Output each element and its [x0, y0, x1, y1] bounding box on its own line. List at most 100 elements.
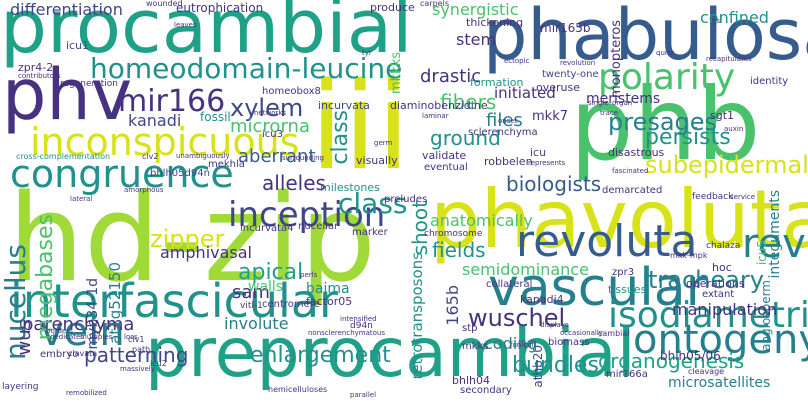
word: sam [232, 282, 270, 303]
word: homeodomain-leucine [90, 52, 403, 85]
word: eutrophication [176, 1, 264, 15]
word: carpels [420, 0, 449, 8]
word: polarity [598, 57, 736, 98]
word: wounded [146, 0, 183, 8]
word: secondary [460, 385, 512, 396]
word: drastic [420, 66, 482, 87]
word: occasionally [560, 329, 603, 337]
word: onset [498, 117, 518, 125]
word: organogenesis [598, 349, 745, 373]
word: multiples [80, 333, 113, 341]
word: inception [228, 195, 386, 235]
word: coding [484, 334, 538, 353]
word: biomass [548, 337, 590, 348]
word: microrna [230, 116, 310, 137]
word: icu5 [755, 240, 769, 266]
word: chromosome [424, 229, 483, 239]
word: germ [374, 139, 393, 147]
word: baima [306, 281, 350, 297]
word: clavata [68, 349, 98, 358]
word: tissues [608, 283, 647, 296]
word: inconspicuous [30, 120, 300, 164]
word: displays [540, 321, 569, 329]
word: bhlh05/06 [660, 349, 721, 363]
word: revolution [560, 59, 596, 67]
word: bhlh05d94n [150, 168, 210, 179]
word: ontogeny [633, 317, 808, 363]
word: trace [600, 109, 619, 117]
word: alleles [262, 171, 326, 195]
word: rev [742, 221, 806, 267]
word: hemicelluloses [268, 385, 328, 394]
word: mekhla [208, 159, 245, 170]
word: kanadi4 [520, 293, 564, 306]
word: d94n [350, 321, 373, 331]
word: amorphous [124, 186, 164, 194]
word: intensified [340, 315, 377, 323]
word: ground [430, 126, 501, 150]
word: fields [432, 238, 486, 262]
word: mir165b [540, 21, 591, 35]
word: interfascicular [10, 274, 338, 328]
word: zipper [150, 225, 225, 253]
word: mkks [462, 341, 489, 352]
word: service [730, 193, 756, 201]
word: regeneration [60, 79, 118, 89]
word: eventual [424, 162, 468, 173]
word: walls [248, 279, 284, 295]
word: vein [40, 309, 125, 355]
word: leaves [174, 21, 197, 29]
word: apical [238, 260, 304, 285]
word: icu [530, 146, 547, 159]
word: persists [645, 125, 731, 150]
word: feedback [692, 192, 734, 202]
word: single [588, 99, 609, 107]
word: confined [700, 8, 769, 27]
word: path [132, 345, 151, 354]
word: phv [2, 54, 133, 136]
word: sgt1 [710, 109, 735, 122]
word: clv1 [128, 335, 145, 344]
word: ectopic [504, 57, 530, 65]
word: diaminobenzidine [390, 99, 488, 112]
word: xylem [230, 94, 304, 122]
word: milestones [320, 181, 380, 194]
word: shoot [408, 200, 432, 256]
word: isodiametric [608, 295, 808, 336]
word: microsatellites [668, 375, 771, 391]
word: presages [608, 108, 718, 136]
word: icu2 [150, 359, 167, 368]
word: phabulosa [483, 0, 808, 76]
word: anatomically [430, 211, 533, 230]
word: integuments [767, 190, 783, 279]
word: nucellar [298, 221, 339, 232]
word: 165b [443, 285, 462, 326]
word: icu3 [262, 129, 283, 140]
word: organ [612, 99, 633, 107]
word: parenchyma [22, 314, 135, 335]
word: cross-complementation [16, 152, 111, 161]
word: overuse [536, 81, 580, 94]
word: class [328, 110, 353, 165]
word: zpr3 [612, 267, 635, 278]
word: iii [310, 58, 411, 197]
word: patterning [84, 343, 189, 367]
word: surrounding [282, 154, 324, 162]
word: robbelen [484, 155, 533, 168]
word: loss [124, 333, 138, 341]
word: mir166a [606, 369, 648, 380]
word: validate [422, 149, 467, 162]
word: embryo [40, 349, 79, 360]
word: clv2 [142, 152, 159, 161]
word: kanadi [128, 111, 182, 130]
word: enlargement [250, 343, 391, 368]
word: dedicates [50, 333, 84, 341]
word: files [486, 110, 523, 131]
word: hd-zip [8, 170, 377, 309]
word: wus [14, 320, 35, 356]
word: recapitulates [706, 55, 752, 63]
word: massively [120, 365, 155, 373]
word: incurvata4 [240, 223, 294, 234]
word: semidominance [462, 260, 589, 279]
